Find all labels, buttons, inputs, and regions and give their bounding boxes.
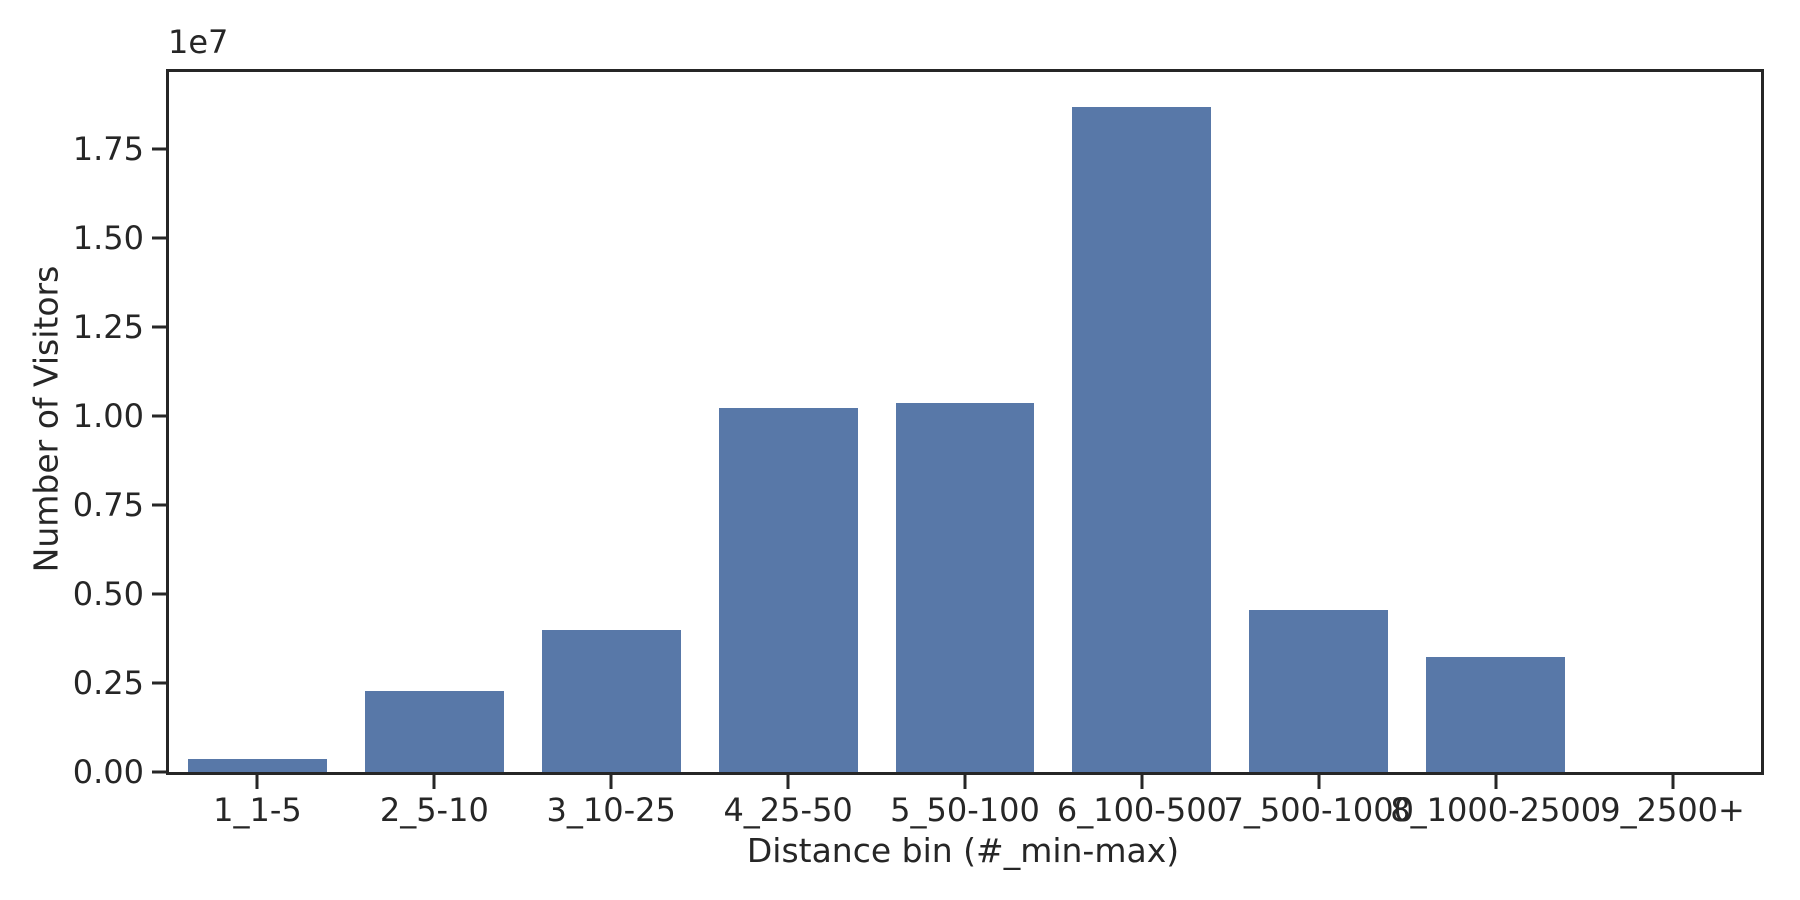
x-tick-mark — [786, 775, 790, 789]
x-tick-label: 2_5-10 — [379, 791, 489, 829]
y-tick-mark — [152, 236, 166, 240]
y-tick-label: 0.25 — [72, 663, 144, 702]
x-tick-mark — [1140, 775, 1144, 789]
y-tick-mark — [152, 681, 166, 685]
x-tick-mark — [1494, 775, 1498, 789]
x-tick-label: 1_1-5 — [213, 791, 302, 829]
x-tick-label: 7_500-1000 — [1223, 791, 1414, 829]
bar-1_1-5 — [188, 758, 327, 772]
x-tick-mark — [609, 775, 613, 789]
x-axis-label: Distance bin (#_min-max) — [746, 831, 1180, 870]
y-tick-label: 1.75 — [72, 129, 144, 168]
y-tick-label: 1.50 — [72, 218, 144, 257]
x-tick-label: 5_50-100 — [890, 791, 1040, 829]
x-tick-mark — [255, 775, 259, 789]
bar-3_10-25 — [541, 629, 681, 772]
x-tick-mark — [432, 775, 436, 789]
x-tick-label: 6_100-500 — [1056, 791, 1227, 829]
y-tick-mark — [152, 592, 166, 596]
y-tick-mark — [152, 414, 166, 418]
bar-7_500-1000 — [1249, 610, 1389, 772]
bar-8_1000-2500 — [1426, 656, 1566, 772]
y-tick-mark — [152, 770, 166, 774]
y-tick-label: 0.50 — [72, 574, 144, 613]
y-axis-label: Number of Visitors — [26, 265, 66, 573]
bar-5_50-100 — [895, 402, 1035, 772]
x-tick-label: 3_10-25 — [546, 791, 676, 829]
bar-4_25-50 — [718, 408, 858, 772]
y-tick-label: 1.00 — [72, 396, 144, 435]
y-tick-label: 0.00 — [72, 753, 144, 791]
x-tick-mark — [1671, 775, 1675, 789]
x-tick-mark — [963, 775, 967, 789]
y-axis-offset-text: 1e7 — [168, 23, 229, 61]
bar-6_100-500 — [1072, 106, 1212, 772]
y-tick-mark — [152, 147, 166, 151]
x-tick-mark — [1317, 775, 1321, 789]
y-tick-label: 0.75 — [72, 485, 144, 524]
bar-2_5-10 — [364, 690, 504, 772]
x-tick-label: 8_1000-2500 — [1390, 791, 1602, 829]
plot-area — [166, 69, 1764, 775]
x-tick-label: 4_25-50 — [723, 791, 853, 829]
y-tick-mark — [152, 503, 166, 507]
x-tick-label: 9_2500+ — [1600, 791, 1745, 829]
y-tick-mark — [152, 325, 166, 329]
y-tick-label: 1.25 — [72, 307, 144, 346]
